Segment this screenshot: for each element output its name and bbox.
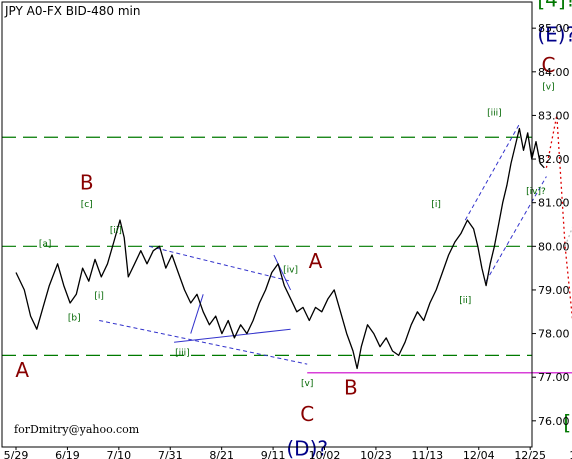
channel-line-1 [99,319,308,365]
x-tick-label: 7/31 [158,449,183,459]
channels-layer [99,123,547,365]
wave-label: [i] [431,200,441,210]
wave-label: A [15,358,29,382]
wave-label: [i] [94,292,104,302]
y-tick-label: 84.00 [538,66,570,79]
y-tick-label: 77.00 [538,371,570,384]
x-tick-label: 6/19 [55,449,80,459]
x-tick-label: 8/21 [209,449,234,459]
channel-line-3 [273,254,292,291]
y-tick-label: 76.00 [538,415,570,428]
wave-label: [4]? [537,0,572,11]
plot-frame [1,1,533,448]
y-tick-label: 81.00 [538,197,570,210]
y-tick-label: 80.00 [538,240,570,253]
wave-label: [a] [39,239,52,249]
wave-label: C [541,53,555,77]
wave-label: [iv]? [526,187,546,197]
wave-label: [iii] [487,108,502,118]
x-tick-label: 12/04 [463,449,495,459]
x-tick-label: 12/25 [514,449,546,459]
y-tick-label: 82.00 [538,153,570,166]
wave-label: [iv] [283,265,298,275]
wave-label: B [80,171,94,195]
wave-labels-layer: A B [c] [a] [b] [i] [ii] [iii] [iv] A [v] B C (D)? [i]… [15,0,572,459]
channel-line-6 [485,176,547,282]
wave-label: [iii] [175,348,190,358]
x-tick-label: 10/02 [309,449,341,459]
x-tick-label: 1/15 [569,449,572,459]
wave-label: [v] [301,379,313,389]
axes-layer: 85.00 84.00 83.00 82.00 81.00 80.00 79.00 78.00… [4,22,572,459]
wave-label: [b] [68,313,81,323]
wave-label: [5] [563,411,572,435]
x-tick-label: 7/10 [106,449,131,459]
wave-label: (D)? [286,437,328,459]
y-tick-label: 78.00 [538,328,570,341]
channel-line-2 [174,328,291,343]
wave-label: (E)? [537,22,572,46]
y-tick-label: 83.00 [538,109,570,122]
author-credit: forDmitry@yahoo.com [14,423,140,436]
channel-line-0 [149,245,291,282]
chart-title: JPY A0-FX BID-480 min [4,4,140,18]
price-line [15,127,545,370]
wave-label: [ii] [110,226,122,236]
y-tick-label: 79.00 [538,284,570,297]
series-layer [15,114,572,370]
x-tick-label: 5/29 [4,449,29,459]
channel-line-5 [464,123,520,221]
wave-label: [ii] [459,296,471,306]
wave-label: C [300,402,314,426]
x-tick-label: 11/13 [411,449,443,459]
wave-label: B [344,376,358,400]
wave-label: [c] [81,200,93,210]
channel-line-4 [190,294,204,334]
projection-line-1 [545,114,572,321]
x-tick-label: 10/23 [360,449,392,459]
wave-label: A [309,249,323,273]
y-tick-label: 85.00 [538,22,570,35]
wave-label: [v] [542,82,554,92]
x-tick-label: 9/11 [261,449,286,459]
